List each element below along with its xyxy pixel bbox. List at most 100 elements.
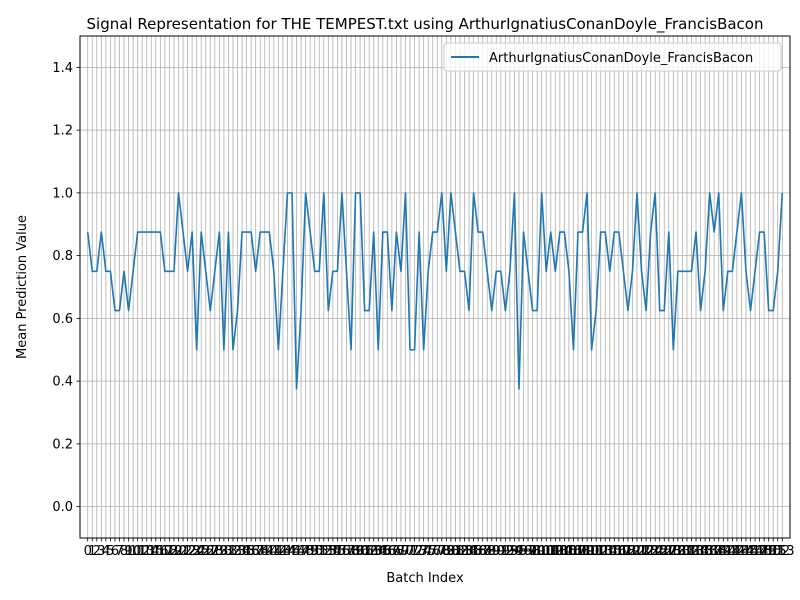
x-tick-label: 103 xyxy=(543,544,568,559)
chart-title: Signal Representation for THE TEMPEST.tx… xyxy=(87,15,764,34)
x-tick-label: 29 xyxy=(211,544,228,559)
x-tick-label: 10 xyxy=(125,544,142,559)
x-tick-label: 32 xyxy=(225,544,242,559)
x-tick-label: 94 xyxy=(506,544,523,559)
x-tick-label: 12 xyxy=(134,544,151,559)
x-tick-label: 81 xyxy=(447,544,464,559)
x-tick-label: 79 xyxy=(438,544,455,559)
x-tick-label: 56 xyxy=(334,544,351,559)
x-tick-label: 76 xyxy=(424,544,441,559)
x-tick-label: 75 xyxy=(420,544,437,559)
x-tick-label: 114 xyxy=(593,544,618,559)
x-tick-label: 124 xyxy=(638,544,663,559)
x-tick-label: 152 xyxy=(765,544,790,559)
x-tick-label: 16 xyxy=(152,544,169,559)
x-tick-label: 144 xyxy=(729,544,754,559)
plot-frame xyxy=(79,35,791,539)
y-tick-label: 1.2 xyxy=(52,124,73,139)
x-tick-label: 50 xyxy=(306,544,323,559)
x-axis-label: Batch Index xyxy=(386,571,464,586)
x-tick-label: 133 xyxy=(679,544,704,559)
x-tick-label: 119 xyxy=(616,544,641,559)
x-tick-label: 101 xyxy=(534,544,559,559)
legend-label: ArthurIgnatiusConanDoyle_FrancisBacon xyxy=(489,51,753,66)
x-tick-label: 63 xyxy=(365,544,382,559)
x-tick-label: 26 xyxy=(197,544,214,559)
x-tick-label: 4 xyxy=(102,544,110,559)
x-tick-label: 51 xyxy=(311,544,328,559)
x-tick-label: 87 xyxy=(474,544,491,559)
x-tick-label: 27 xyxy=(202,544,219,559)
y-tick-label: 0.8 xyxy=(52,249,73,264)
x-tick-label: 112 xyxy=(584,544,609,559)
x-tick-label: 132 xyxy=(675,544,700,559)
x-tick-label: 141 xyxy=(715,544,740,559)
x-tick-label: 46 xyxy=(288,544,305,559)
x-tick-label: 99 xyxy=(529,544,546,559)
x-tick-label: 77 xyxy=(429,544,446,559)
x-tick-label: 106 xyxy=(557,544,582,559)
x-tick-label: 7 xyxy=(115,544,123,559)
y-tick-label: 1.4 xyxy=(52,61,73,76)
x-tick-label: 138 xyxy=(702,544,727,559)
x-tick-label: 111 xyxy=(579,544,604,559)
x-tick-label: 148 xyxy=(747,544,772,559)
x-tick-label: 96 xyxy=(515,544,532,559)
x-tick-label: 92 xyxy=(497,544,514,559)
series-layer xyxy=(86,192,784,390)
x-tick-label: 118 xyxy=(611,544,636,559)
x-tick-label: 68 xyxy=(388,544,405,559)
x-tick-label: 34 xyxy=(234,544,251,559)
x-tick-label: 73 xyxy=(411,544,428,559)
x-tick-label: 137 xyxy=(697,544,722,559)
x-tick-label: 143 xyxy=(724,544,749,559)
x-tick-label: 54 xyxy=(325,544,342,559)
x-tick-label: 140 xyxy=(711,544,736,559)
x-tick-label: 45 xyxy=(284,544,301,559)
y-axis: 0.0 0.2 0.4 0.6 0.8 1.0 1.2 1.4 xyxy=(52,61,80,515)
y-tick-label: 0.4 xyxy=(52,375,73,390)
x-tick-label: 5 xyxy=(106,544,114,559)
x-tick-label: 122 xyxy=(629,544,654,559)
x-tick-label: 11 xyxy=(129,544,146,559)
x-tick-label: 38 xyxy=(252,544,269,559)
x-tick-label: 23 xyxy=(184,544,201,559)
x-tick-label: 153 xyxy=(770,544,795,559)
x-tick-label: 80 xyxy=(443,544,460,559)
x-tick-label: 59 xyxy=(347,544,364,559)
x-tick-label: 35 xyxy=(238,544,255,559)
x-tick-label: 127 xyxy=(652,544,677,559)
x-tick-label: 128 xyxy=(656,544,681,559)
x-tick-label: 65 xyxy=(375,544,392,559)
x-tick-label: 104 xyxy=(547,544,572,559)
x-tick-label: 102 xyxy=(538,544,563,559)
x-tick-label: 13 xyxy=(138,544,155,559)
x-tick-label: 20 xyxy=(170,544,187,559)
x-tick-label: 85 xyxy=(465,544,482,559)
x-tick-label: 149 xyxy=(752,544,777,559)
x-tick-label: 40 xyxy=(261,544,278,559)
x-tick-label: 1 xyxy=(88,544,96,559)
x-tick-label: 74 xyxy=(415,544,432,559)
x-tick-label: 14 xyxy=(143,544,160,559)
x-tick-label: 139 xyxy=(706,544,731,559)
x-tick-label: 78 xyxy=(434,544,451,559)
x-tick-label: 71 xyxy=(402,544,419,559)
grid xyxy=(80,36,790,538)
x-tick-label: 9 xyxy=(124,544,132,559)
x-tick-label: 151 xyxy=(761,544,786,559)
x-tick-label: 18 xyxy=(161,544,178,559)
x-tick-label: 67 xyxy=(384,544,401,559)
x-tick-label: 125 xyxy=(643,544,668,559)
x-tick-label: 64 xyxy=(370,544,387,559)
x-tick-label: 88 xyxy=(479,544,496,559)
x-tick-label: 66 xyxy=(379,544,396,559)
x-tick-label: 117 xyxy=(606,544,631,559)
x-tick-label: 91 xyxy=(493,544,510,559)
x-tick-label: 61 xyxy=(356,544,373,559)
x-tick-label: 89 xyxy=(483,544,500,559)
x-tick-label: 120 xyxy=(620,544,645,559)
x-tick-label: 97 xyxy=(520,544,537,559)
legend-box xyxy=(443,42,782,72)
x-tick-label: 21 xyxy=(175,544,192,559)
